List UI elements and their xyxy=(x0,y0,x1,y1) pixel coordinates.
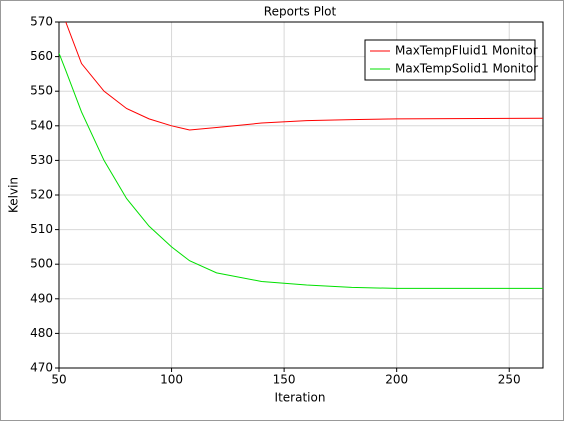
y-tick-label: 560 xyxy=(30,49,53,63)
x-tick-label: 150 xyxy=(273,373,296,387)
x-tick-label: 200 xyxy=(385,373,408,387)
series-line xyxy=(65,22,543,131)
x-tick-label: 250 xyxy=(498,373,521,387)
legend-box xyxy=(364,39,536,81)
plot-lines xyxy=(59,22,543,289)
y-tick-label: 520 xyxy=(30,188,53,202)
chart-title: Reports Plot xyxy=(264,5,337,19)
y-tick-label: 480 xyxy=(30,326,53,340)
plot-border xyxy=(58,21,544,369)
series-line xyxy=(59,52,543,289)
y-tick-label: 530 xyxy=(30,153,53,167)
y-axis-label: Kelvin xyxy=(7,177,21,213)
y-tick-label: 490 xyxy=(30,291,53,305)
legend-label: MaxTempSolid1 Monitor xyxy=(395,62,538,76)
y-tick-label: 540 xyxy=(30,118,53,132)
x-tick-label: 100 xyxy=(160,373,183,387)
y-tick-label: 570 xyxy=(30,15,53,29)
x-axis-label: Iteration xyxy=(275,391,326,405)
x-tick-label: 50 xyxy=(51,373,66,387)
y-tick-label: 500 xyxy=(30,257,53,271)
y-tick-label: 470 xyxy=(30,361,53,375)
y-tick-label: 550 xyxy=(30,84,53,98)
y-tick-label: 510 xyxy=(30,222,53,236)
legend-label: MaxTempFluid1 Monitor xyxy=(395,44,538,58)
